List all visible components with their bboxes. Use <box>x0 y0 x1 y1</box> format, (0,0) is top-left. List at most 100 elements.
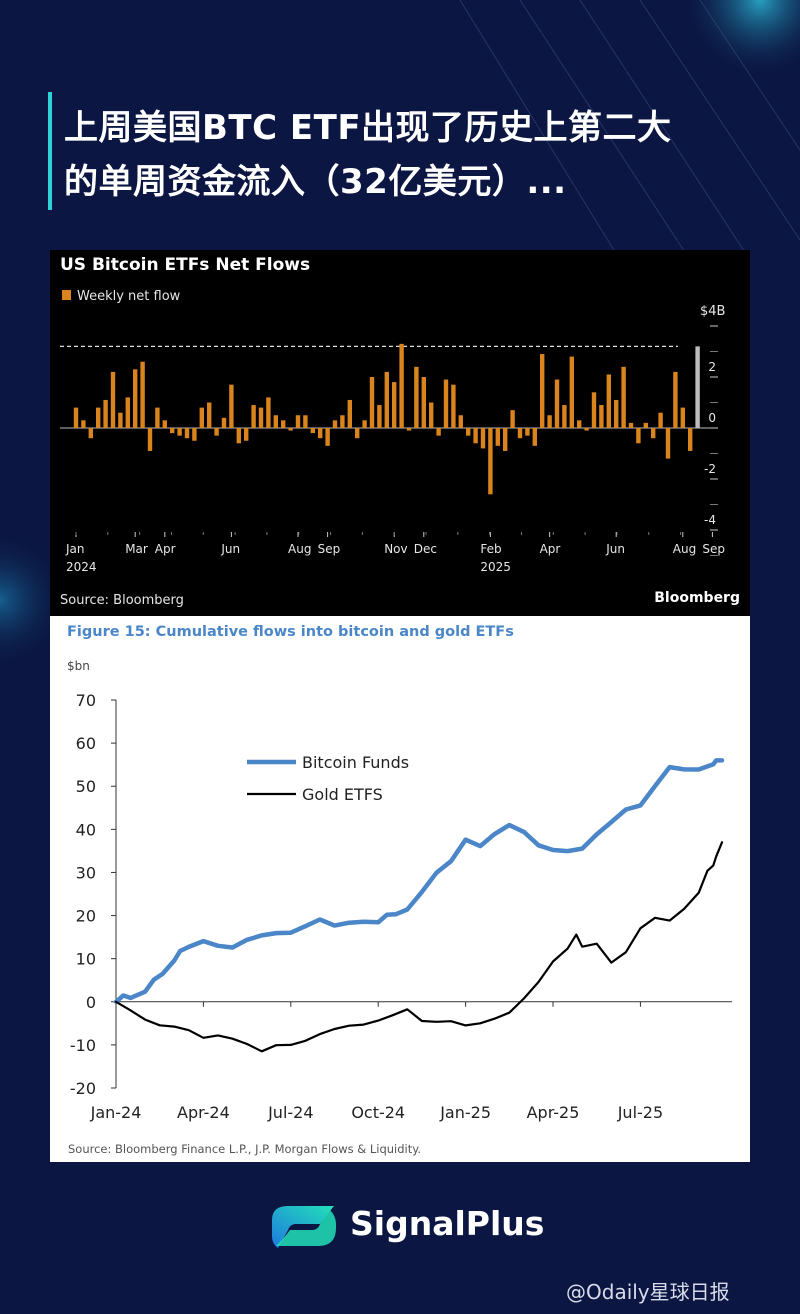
signalplus-logo-icon <box>272 1206 336 1248</box>
flow-bar <box>310 428 315 434</box>
x-tick-label: Apr <box>155 542 176 556</box>
flow-bar <box>377 405 382 428</box>
y-tick-label: 40 <box>76 820 96 839</box>
flow-bar <box>355 428 360 439</box>
flow-bar <box>547 415 552 428</box>
y-tick-label: 30 <box>76 863 96 882</box>
weekly-net-flow-chart: US Bitcoin ETFs Net Flows Weekly net flo… <box>60 255 740 608</box>
x-tick-label: Apr-24 <box>177 1103 230 1122</box>
flow-bar <box>362 420 367 428</box>
x-tick-label: Mar <box>125 542 148 556</box>
flow-bar <box>244 428 249 441</box>
flow-bar <box>429 402 434 428</box>
flow-bar <box>88 428 93 439</box>
signalplus-brand: SignalPlus <box>268 1198 544 1256</box>
flow-bar <box>340 415 345 428</box>
flow-bar <box>133 369 138 428</box>
flow-bar <box>147 428 153 451</box>
flow-bar <box>636 428 641 444</box>
flow-bar <box>577 420 582 428</box>
gold-etfs-line <box>114 841 724 1053</box>
x-tick-label: Sep <box>702 542 725 556</box>
flow-bar <box>221 417 227 428</box>
corner-glow <box>680 0 800 80</box>
brand-name: SignalPlus <box>350 1204 545 1243</box>
flow-bar <box>606 374 611 428</box>
flow-bar <box>229 384 234 428</box>
flow-bar <box>236 428 241 444</box>
flow-bar <box>569 356 574 428</box>
flow-bar <box>628 422 634 428</box>
chart1-y-unit: $4B <box>700 304 725 319</box>
chart1-legend-label: Weekly net flow <box>77 289 181 304</box>
odaily-watermark: @Odaily星球日报 <box>566 1280 730 1304</box>
x-year-label: 2025 <box>480 560 511 574</box>
flow-bar <box>599 405 604 428</box>
x-tick-label: Jun <box>220 542 240 556</box>
diagonal-lines <box>459 0 800 261</box>
flow-bar <box>451 384 456 428</box>
flow-bar <box>273 415 278 428</box>
x-tick-label: Jan-24 <box>90 1103 142 1122</box>
flow-bar <box>177 428 182 436</box>
x-tick-label: Jun <box>605 542 625 556</box>
flow-bar <box>96 407 101 428</box>
flow-bar <box>332 420 338 428</box>
flow-bar <box>458 415 463 428</box>
flow-bar <box>110 371 116 428</box>
flow-bar <box>73 407 79 428</box>
flow-bar <box>369 377 375 428</box>
flow-bar <box>325 428 330 446</box>
flow-bar <box>473 428 478 444</box>
x-tick-label: Jul-25 <box>617 1103 663 1122</box>
y-tick-label: -10 <box>70 1036 96 1055</box>
flow-bar <box>414 366 419 428</box>
flow-bar <box>184 428 190 439</box>
flow-bar <box>591 392 597 428</box>
flow-bar <box>665 428 671 459</box>
flow-bar <box>251 405 256 428</box>
flow-bar <box>643 422 648 428</box>
cumulative-flows-chart: Figure 15: Cumulative flows into bitcoin… <box>67 624 732 1156</box>
flow-bar <box>554 379 560 428</box>
chart2-source: Source: Bloomberg Finance L.P., J.P. Mor… <box>68 1142 421 1156</box>
flow-bar <box>288 428 293 431</box>
headline-line-2: 的单周资金流入（32亿美元）... <box>64 162 567 202</box>
headline-line-1: 上周美国BTC ETF出现了历史上第二大 <box>64 108 672 148</box>
flow-bar <box>517 428 523 439</box>
legend-gold-label: Gold ETFS <box>302 785 383 804</box>
y-tick-label: -2 <box>704 462 716 476</box>
chart1-title: US Bitcoin ETFs Net Flows <box>60 255 310 275</box>
flow-bar <box>680 407 685 428</box>
flow-bar <box>525 428 530 436</box>
flow-bar <box>258 407 264 428</box>
flow-bar <box>695 346 700 428</box>
flow-bar <box>532 428 537 446</box>
chart2-ylabel: $bn <box>67 659 90 673</box>
x-tick-label: Jan <box>65 542 85 556</box>
flow-bar <box>688 428 693 451</box>
x-tick-label: Apr <box>540 542 561 556</box>
chart2-title: Figure 15: Cumulative flows into bitcoin… <box>67 624 514 640</box>
x-tick-label: Nov <box>384 542 407 556</box>
flow-bar <box>384 371 389 428</box>
flow-bar <box>303 415 308 428</box>
flow-bar <box>503 428 508 451</box>
legend-bitcoin-label: Bitcoin Funds <box>302 753 409 772</box>
flow-bar <box>584 428 589 431</box>
flow-bar <box>162 420 167 428</box>
x-tick-label: Apr-25 <box>527 1103 580 1122</box>
x-tick-label: Aug <box>673 542 696 556</box>
flow-bar <box>207 402 212 428</box>
x-tick-label: Dec <box>414 542 437 556</box>
flow-bar <box>488 428 493 495</box>
x-tick-label: Feb <box>480 542 501 556</box>
x-tick-label: Sep <box>318 542 341 556</box>
flow-bar <box>199 407 204 428</box>
flow-bar <box>192 428 197 441</box>
chart1-source: Source: Bloomberg <box>60 593 184 608</box>
flow-bar <box>118 412 123 428</box>
flow-bar <box>673 371 678 428</box>
legend-swatch <box>62 290 71 300</box>
flow-bar <box>540 354 545 428</box>
